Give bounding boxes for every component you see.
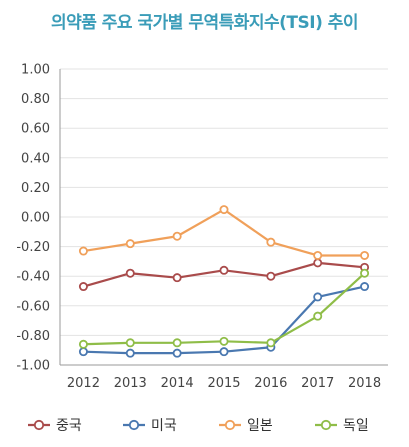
y-tick-label: 0.00 xyxy=(21,211,50,226)
legend-label: 중국 xyxy=(56,418,82,434)
data-point xyxy=(219,336,229,346)
y-tick-label: -0.80 xyxy=(16,329,50,344)
data-point xyxy=(360,250,370,260)
x-tick-label: 2017 xyxy=(301,376,334,391)
series-line-4 xyxy=(83,272,366,346)
x-tick-label: 2012 xyxy=(67,376,100,391)
x-tick-label: 2016 xyxy=(254,376,287,391)
data-point xyxy=(78,282,88,292)
data-point xyxy=(266,237,276,247)
y-tick-label: 0.60 xyxy=(21,122,50,137)
x-tick-label: 2015 xyxy=(207,376,240,391)
series-line-3 xyxy=(83,208,365,257)
data-point xyxy=(313,292,323,302)
y-tick-label: -0.20 xyxy=(16,240,50,255)
data-point xyxy=(266,271,276,281)
data-point xyxy=(172,338,182,348)
data-point xyxy=(125,348,135,358)
chart-title: 의약품 주요 국가별 무역특화지수(TSI) 추이 xyxy=(50,13,359,33)
data-point xyxy=(78,246,88,256)
data-point xyxy=(313,258,323,268)
legend-marker xyxy=(320,419,332,431)
data-point xyxy=(313,311,323,321)
data-point xyxy=(125,338,135,348)
y-tick-label: 0.20 xyxy=(21,181,50,196)
data-point xyxy=(360,268,370,278)
data-point xyxy=(125,268,135,278)
data-point xyxy=(266,338,276,348)
data-point xyxy=(78,347,88,357)
data-point xyxy=(172,273,182,283)
y-tick-label: -1.00 xyxy=(16,359,50,374)
data-point xyxy=(219,265,229,275)
data-point xyxy=(219,205,229,215)
y-tick-label: -0.40 xyxy=(16,270,50,285)
legend-label: 미국 xyxy=(151,418,177,434)
legend-label: 일본 xyxy=(247,418,273,434)
legend-label: 독일 xyxy=(343,418,369,434)
x-tick-label: 2013 xyxy=(114,376,147,391)
data-point xyxy=(172,231,182,241)
data-point xyxy=(219,347,229,357)
y-tick-label: -0.60 xyxy=(16,299,50,314)
x-tick-label: 2014 xyxy=(161,376,194,391)
x-tick-label: 2018 xyxy=(348,376,381,391)
data-point xyxy=(78,339,88,349)
y-tick-label: 0.80 xyxy=(21,92,50,107)
legend-marker xyxy=(128,419,140,431)
legend-marker xyxy=(224,419,236,431)
y-tick-label: 1.00 xyxy=(21,63,50,78)
legend-marker xyxy=(33,419,45,431)
data-point xyxy=(313,250,323,260)
y-tick-label: 0.40 xyxy=(21,151,50,166)
data-point xyxy=(172,348,182,358)
data-point xyxy=(125,239,135,249)
data-point xyxy=(360,282,370,292)
